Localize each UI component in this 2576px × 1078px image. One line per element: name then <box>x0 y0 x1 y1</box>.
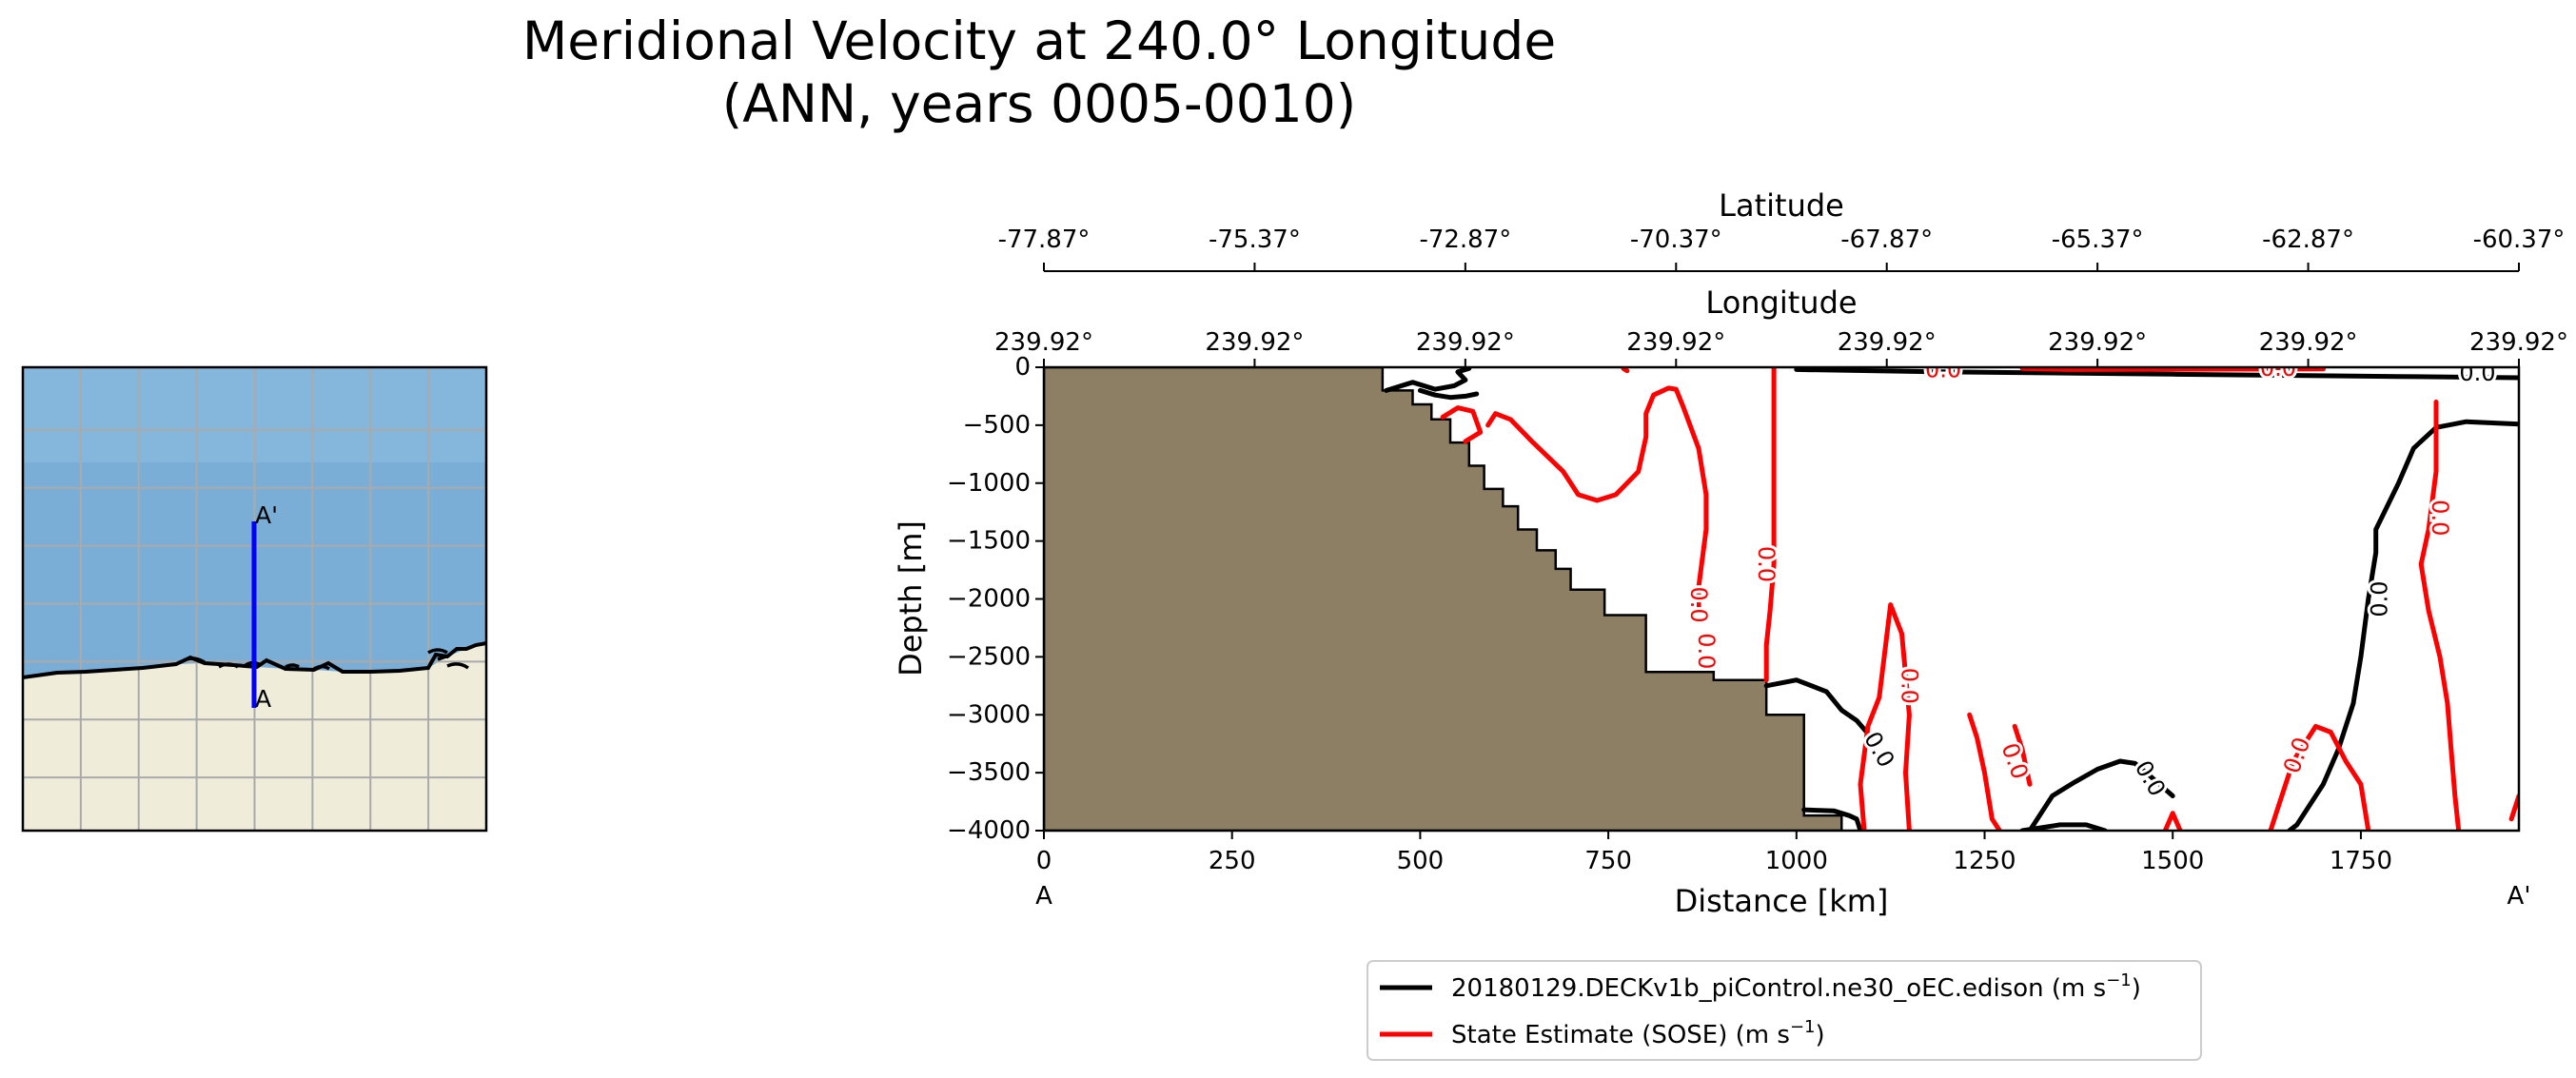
latitude-tick-label: -70.37° <box>1630 225 1722 254</box>
x-tick-label: 1750 <box>2330 847 2392 875</box>
contour-label: 0.0 <box>2427 500 2453 536</box>
longitude-tick-label: 239.92° <box>1416 328 1515 357</box>
latitude-tick-label: -65.37° <box>2052 225 2144 254</box>
chart-title-line2: (ANN, years 0005-0010) <box>722 73 1356 134</box>
longitude-tick-label: 239.92° <box>994 328 1093 357</box>
contour-sose <box>2268 723 2371 831</box>
y-tick-label: 0 <box>1014 353 1031 382</box>
endpoint-right-label: A' <box>2507 882 2531 911</box>
longitude-axis-label: Longitude <box>1705 284 1857 321</box>
contour-sose <box>2508 794 2519 822</box>
contour-model <box>1801 807 1863 831</box>
contour-sose <box>1485 385 1709 614</box>
contour-label: 0.0 <box>1753 546 1780 582</box>
y-axis-ticks: 0 −500 −1000 −1500 −2000 −2500 −3000 −3500 −4000 <box>947 353 1044 845</box>
bathymetry-fill <box>1044 367 1843 831</box>
latitude-tick-label: -72.87° <box>1419 225 1511 254</box>
contour-label: 0.0 <box>2260 355 2296 382</box>
x-axis-label: Distance [km] <box>1675 883 1889 919</box>
longitude-tick-label: 239.92° <box>2469 328 2568 357</box>
contour-sose <box>1621 367 1630 374</box>
legend-label-model: 20180129.DECKv1b_piControl.ne30_oEC.edis… <box>1451 970 2141 1003</box>
longitude-tick-label: 239.92° <box>2048 328 2147 357</box>
contour-model <box>1384 367 1472 393</box>
contour-model <box>1763 677 1875 741</box>
longitude-tick-label: 239.92° <box>1626 328 1725 357</box>
contour-model <box>2027 758 2175 831</box>
plot-area: 0.00.00.00.00.0 0.00.00.00.00.00.0 0.00.0 … <box>893 187 2568 919</box>
longitude-axis-ticks: 239.92° 239.92° 239.92° 239.92° 239.92° 239.9… <box>994 328 2568 367</box>
contour-sose <box>2418 400 2462 831</box>
y-tick-label: −1000 <box>947 469 1031 498</box>
contour-sose <box>1858 602 1912 831</box>
x-tick-label: 750 <box>1584 847 1632 875</box>
inset-label-end: A' <box>255 501 278 529</box>
contour-model <box>2019 822 2108 831</box>
x-tick-label: 0 <box>1036 847 1052 875</box>
longitude-tick-label: 239.92° <box>1205 328 1304 357</box>
x-axis-ticks: 0 250 500 750 1000 1250 1500 1750 <box>1036 831 2392 875</box>
latitude-tick-label: -60.37° <box>2473 225 2566 254</box>
contour-label: 0.0 <box>2459 360 2495 386</box>
latitude-tick-label: -77.87° <box>998 225 1091 254</box>
contour-sose <box>2012 723 2033 787</box>
y-tick-label: −2000 <box>947 585 1031 614</box>
legend-label-sose: State Estimate (SOSE) (m s−1) <box>1451 1017 1825 1049</box>
contour-sose <box>1440 405 1484 444</box>
y-axis-label: Depth [m] <box>893 520 929 676</box>
x-tick-label: 1500 <box>2141 847 2204 875</box>
y-tick-label: −500 <box>963 411 1031 440</box>
y-tick-label: −3000 <box>947 700 1031 729</box>
contour-label: 0.0 <box>1693 633 1720 669</box>
x-tick-label: 1000 <box>1765 847 1828 875</box>
latitude-tick-label: -67.87° <box>1840 225 1933 254</box>
contour-model <box>2287 419 2519 831</box>
endpoint-left-label: A <box>1035 882 1052 911</box>
x-tick-label: 250 <box>1209 847 1256 875</box>
y-tick-label: −3500 <box>947 758 1031 787</box>
latitude-axis-label: Latitude <box>1719 187 1844 224</box>
inset-map: A' A <box>21 365 488 833</box>
inset-graticule <box>23 367 486 831</box>
contour-label: 0.0 <box>1685 587 1712 623</box>
contour-label: 0.0 <box>1896 668 1922 704</box>
contour-model <box>1417 387 1480 401</box>
longitude-tick-label: 239.92° <box>2259 328 2358 357</box>
y-tick-label: −2500 <box>947 642 1031 671</box>
latitude-axis-ticks: -77.87° -75.37° -72.87° -70.37° -67.87° -65.3… <box>998 225 2566 271</box>
latitude-tick-label: -75.37° <box>1209 225 1301 254</box>
legend-frame <box>1367 960 2202 1061</box>
x-tick-label: 500 <box>1397 847 1445 875</box>
chart-title-line1: Meridional Velocity at 240.0° Longitude <box>522 10 1556 71</box>
contour-sose <box>2019 367 2326 372</box>
x-tick-label: 1250 <box>1953 847 2016 875</box>
inset-label-start: A <box>255 685 271 713</box>
contour-sose <box>1763 367 1777 683</box>
y-tick-label: −1500 <box>947 527 1031 556</box>
longitude-tick-label: 239.92° <box>1838 328 1937 357</box>
contour-sose <box>2162 811 2183 831</box>
contour-label: 0.0 <box>2367 580 2393 617</box>
contour-lines <box>1384 367 2519 831</box>
contour-label: 0.0 <box>1925 356 1961 382</box>
inset-frame <box>21 365 488 833</box>
contour-sose <box>1967 712 2002 831</box>
legend: 20180129.DECKv1b_piControl.ne30_oEC.edis… <box>1367 960 2202 1061</box>
contour-label: 0.0 <box>2278 734 2315 776</box>
contour-model <box>1794 367 2519 381</box>
y-tick-label: −4000 <box>947 816 1031 845</box>
latitude-tick-label: -62.87° <box>2262 225 2354 254</box>
